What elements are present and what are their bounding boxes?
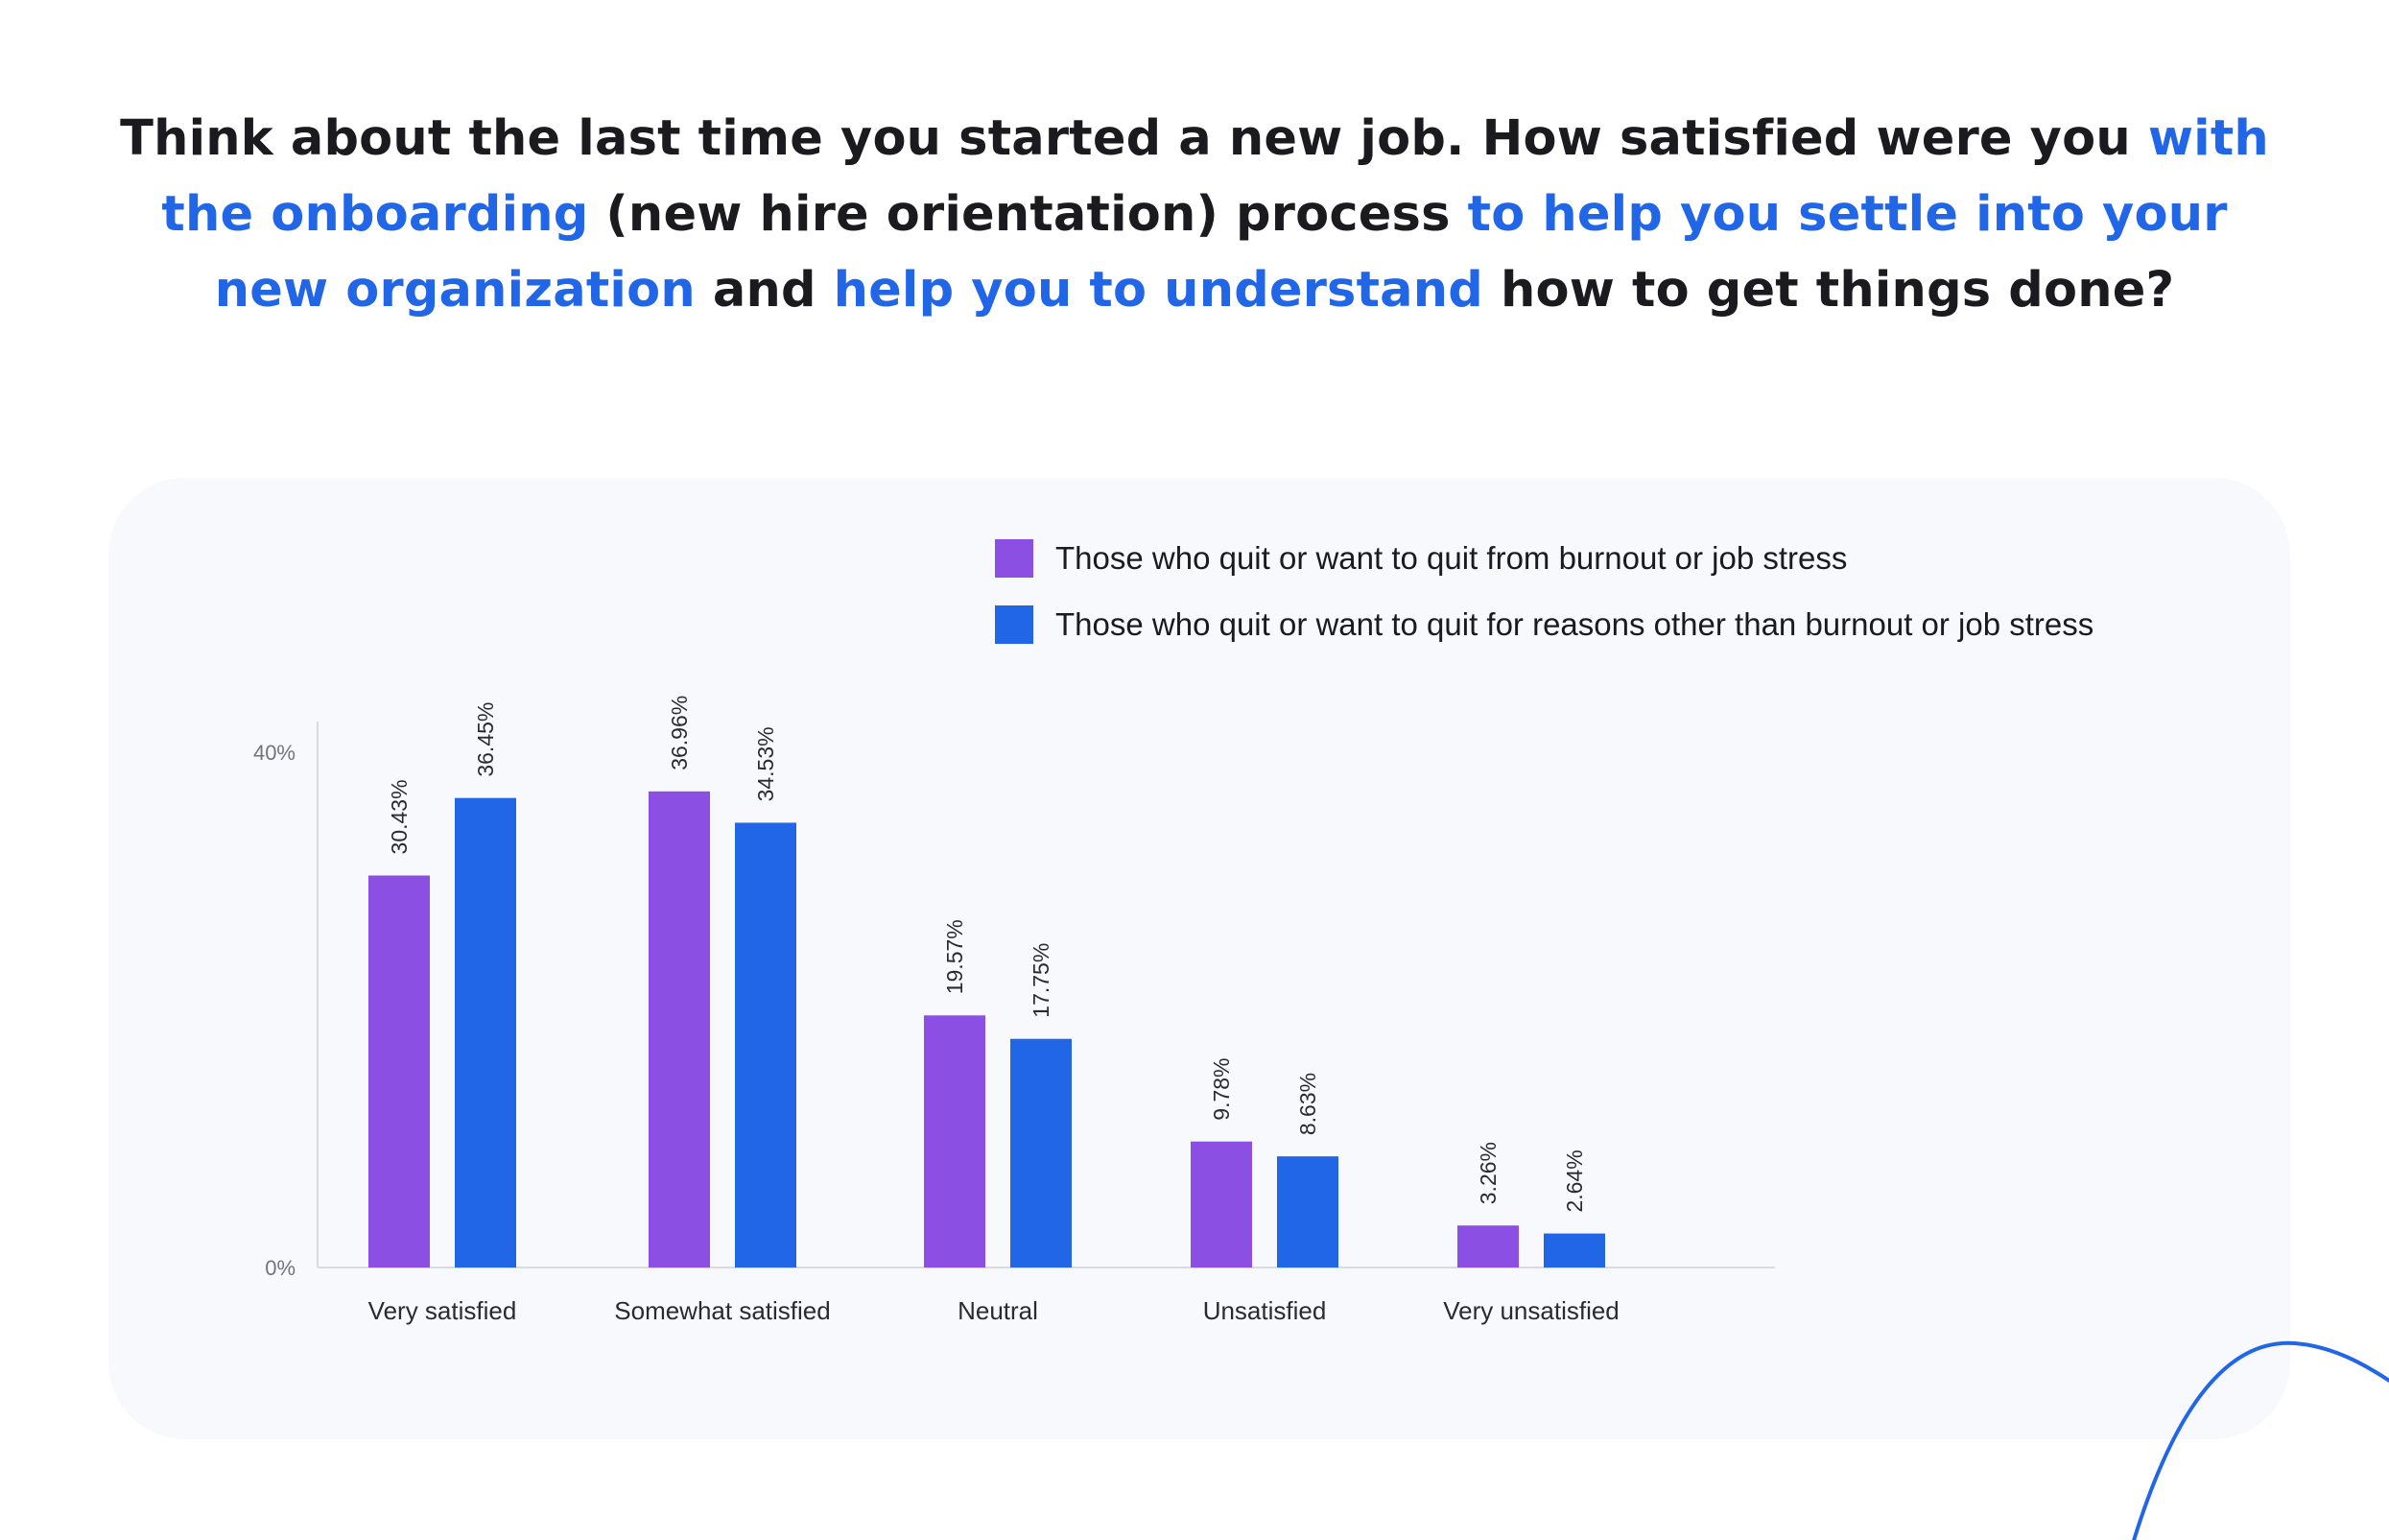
bar <box>924 1015 985 1268</box>
bar-data-label: 9.78% <box>1209 1057 1234 1120</box>
legend-label: Those who quit or want to quit for reaso… <box>1055 606 2093 642</box>
bar-data-label: 19.57% <box>942 919 967 994</box>
bar-data-label: 2.64% <box>1562 1149 1587 1212</box>
bar-data-label: 3.26% <box>1476 1142 1501 1204</box>
bar <box>455 797 516 1268</box>
question-title: Think about the last time you started a … <box>106 101 2283 328</box>
x-category-label: Somewhat satisfied <box>614 1296 830 1325</box>
title-text-segment: and <box>695 262 834 319</box>
title-text-segment: (new hire orientation) process <box>588 186 1468 243</box>
bar-data-label: 34.53% <box>753 726 778 801</box>
x-category-label: Very satisfied <box>368 1296 517 1325</box>
bar <box>368 875 430 1268</box>
title-highlight-segment: with the onboarding <box>161 110 2269 243</box>
bar-data-label: 36.45% <box>473 702 498 777</box>
legend-label: Those who quit or want to quit from burn… <box>1055 540 1847 576</box>
bar <box>1544 1233 1605 1268</box>
x-category-label: Neutral <box>958 1296 1038 1325</box>
bar <box>1277 1156 1338 1268</box>
title-highlight-segment: help you to understand <box>833 262 1484 319</box>
title-text-segment: how to get things done? <box>1483 262 2175 319</box>
y-tick-label: 40% <box>253 741 296 765</box>
bar <box>735 822 796 1268</box>
y-tick-label: 0% <box>265 1256 296 1280</box>
bar-data-label: 8.63% <box>1295 1073 1320 1135</box>
title-highlight-segment: to help you settle into your new organiz… <box>214 186 2228 319</box>
bar-data-label: 17.75% <box>1029 943 1053 1018</box>
bar <box>649 791 710 1268</box>
title-text-segment: Think about the last time you started a … <box>120 110 2148 167</box>
bar <box>1010 1038 1072 1268</box>
bar <box>1191 1141 1252 1268</box>
x-category-label: Unsatisfied <box>1203 1296 1327 1325</box>
bar <box>1457 1225 1519 1268</box>
bar-data-label: 36.96% <box>667 696 692 770</box>
bar-data-label: 30.43% <box>387 779 412 854</box>
legend-swatch <box>995 539 1033 578</box>
x-category-label: Very unsatisfied <box>1443 1296 1620 1325</box>
legend-swatch <box>995 605 1033 644</box>
